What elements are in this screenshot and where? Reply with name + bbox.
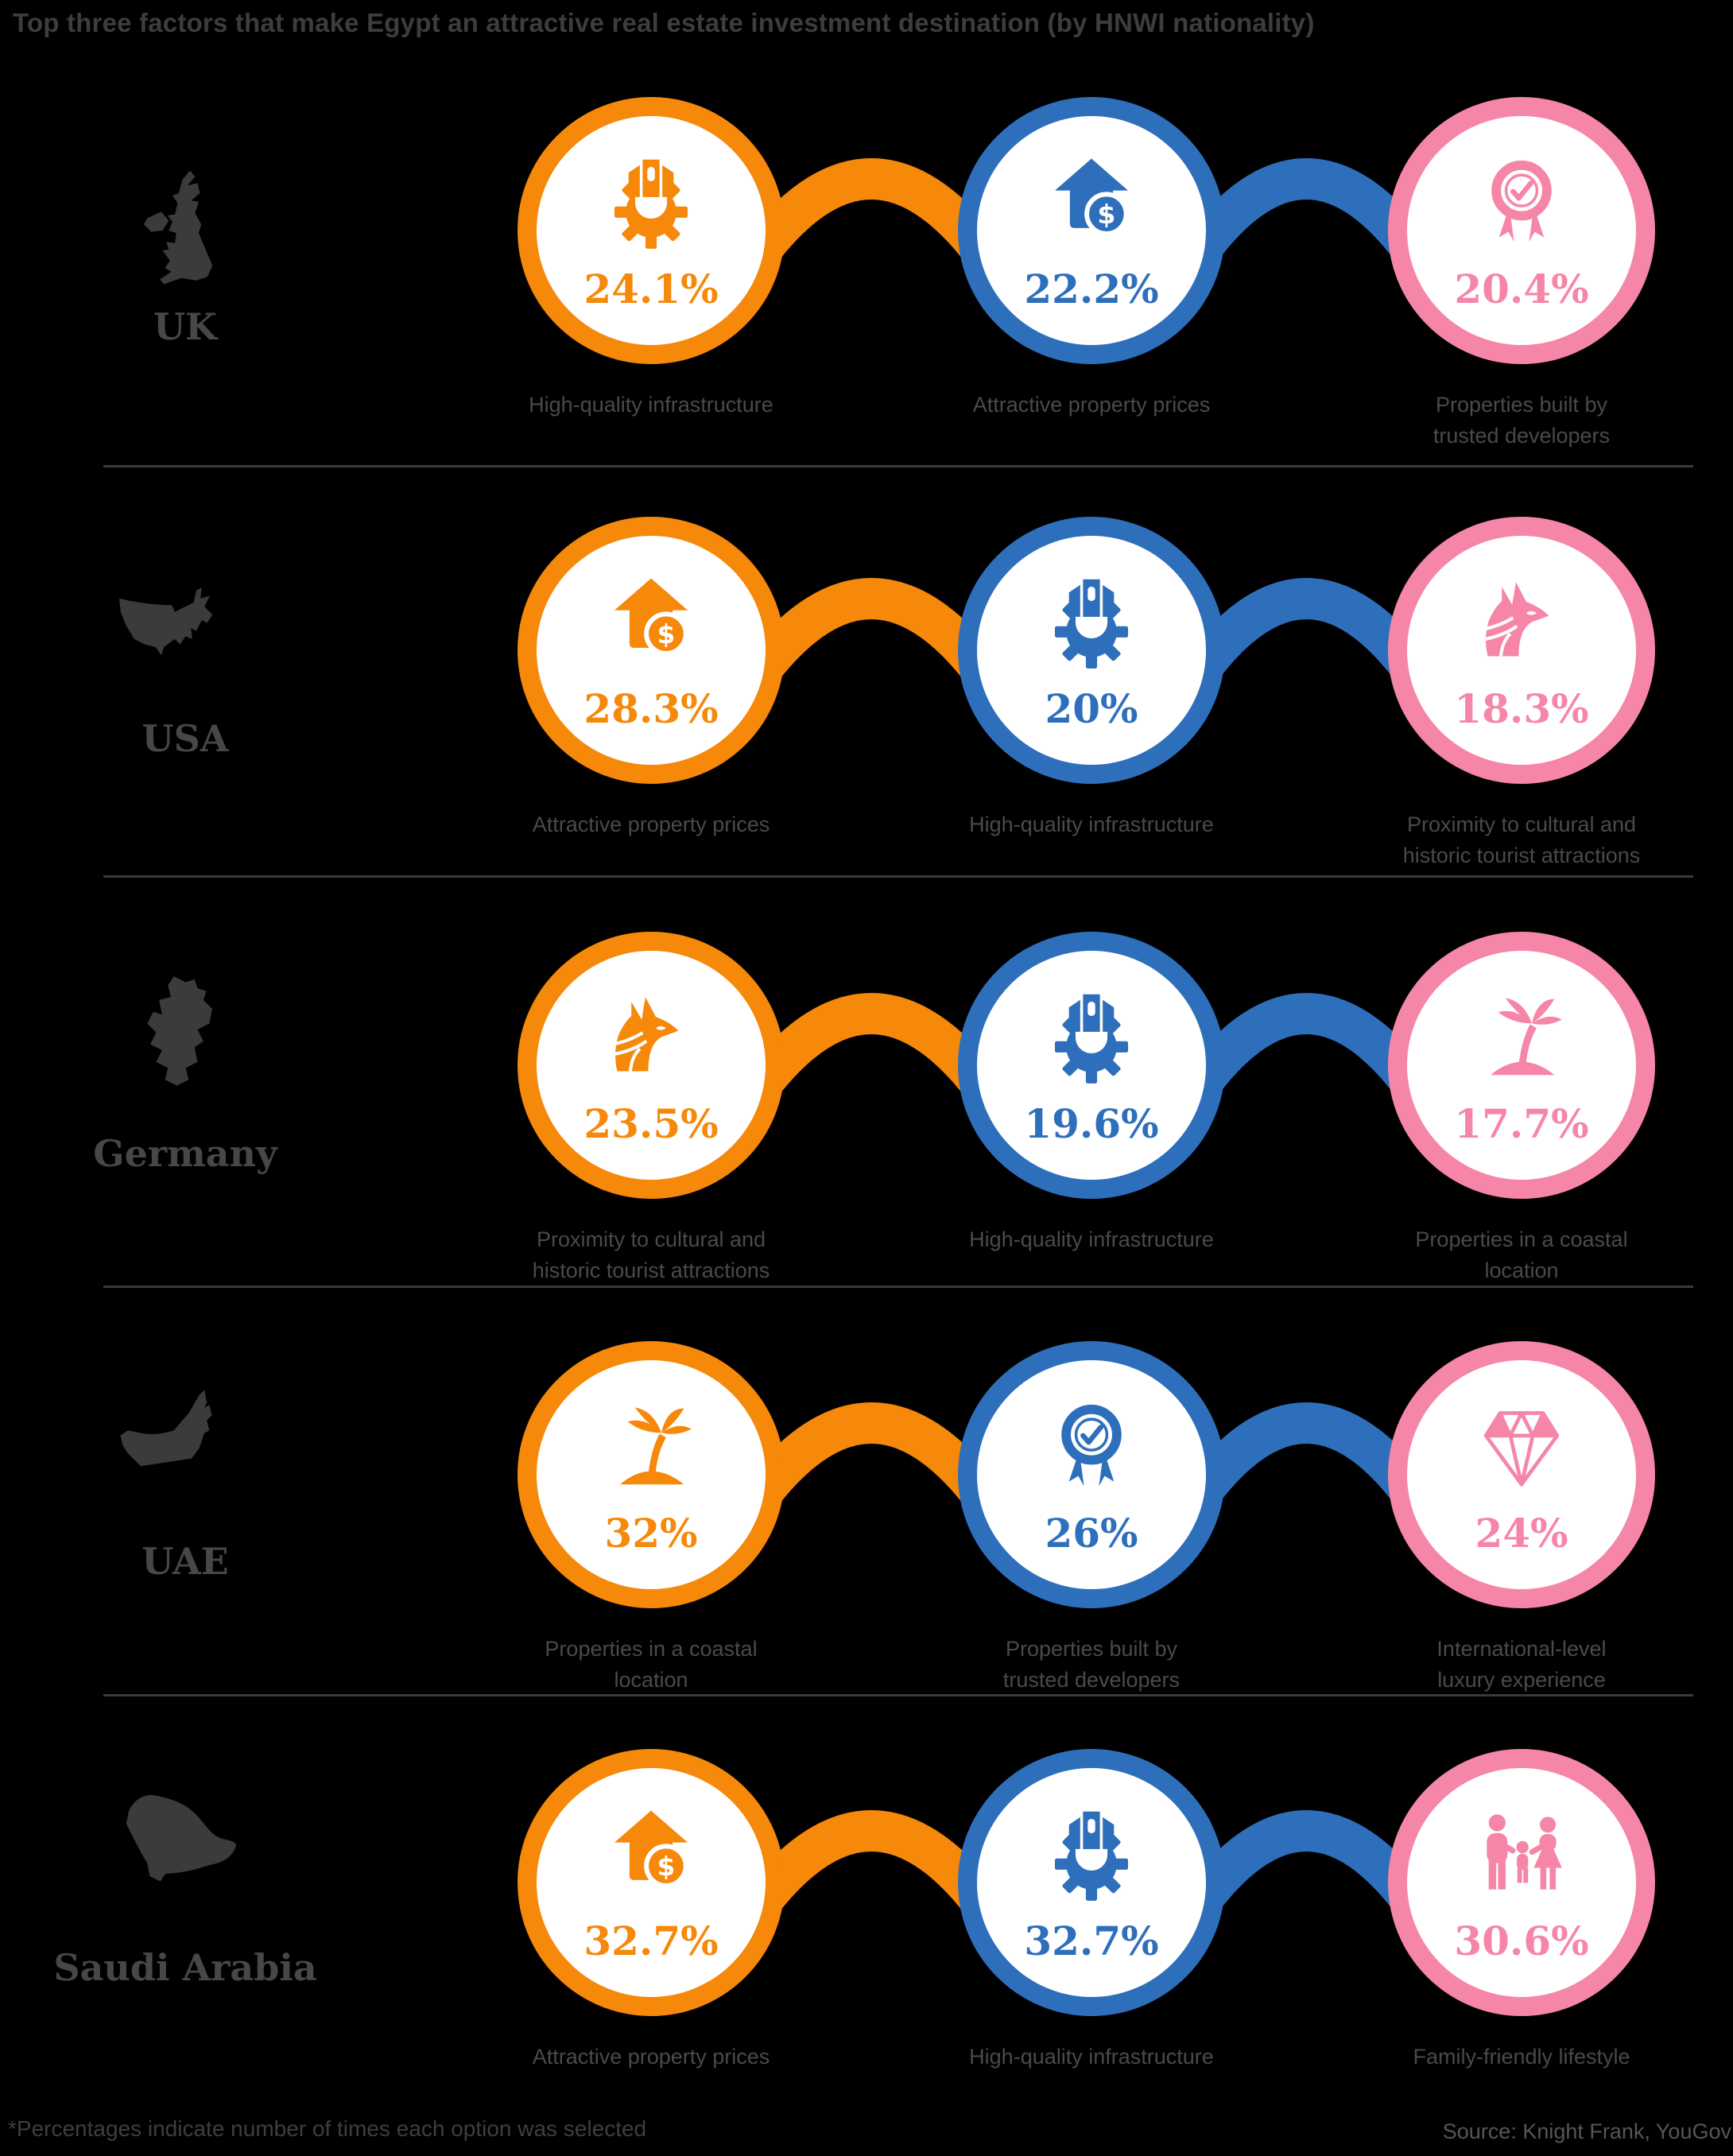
factor-caption: Family-friendly lifestyle <box>1413 2045 1630 2069</box>
factor-caption: International-level luxury experience <box>1436 1637 1607 1693</box>
factor-circle: 24% <box>1388 1341 1655 1608</box>
factor-percentage: 24.1% <box>583 266 719 312</box>
factor-caption: Properties built by trusted developers <box>1433 393 1611 448</box>
anubis-icon <box>1475 576 1568 669</box>
germany-map-icon <box>147 976 212 1086</box>
factor-caption: Attractive property prices <box>532 812 770 836</box>
factor-percentage: 24% <box>1475 1510 1568 1557</box>
uae-map-icon <box>120 1390 212 1467</box>
factor-node: 32.7% Attractive property prices <box>518 1749 785 2069</box>
factor-node: 28.3% Attractive property prices <box>518 517 785 836</box>
country-label: USA <box>142 717 229 760</box>
factor-circle: 20.4% <box>1388 97 1655 364</box>
country-label: UAE <box>142 1540 229 1583</box>
factor-circle: 32% <box>518 1341 785 1608</box>
uk-map-icon <box>143 170 213 285</box>
house-price-icon <box>1045 156 1138 250</box>
factor-node: 24.1% High-quality infrastructure <box>518 97 785 417</box>
factor-percentage: 20% <box>1045 685 1138 732</box>
factor-percentage: 23.5% <box>583 1100 719 1147</box>
factor-circle: 32.7% <box>958 1749 1225 2016</box>
factor-percentage: 20.4% <box>1454 266 1589 312</box>
infrastructure-icon <box>1045 991 1138 1084</box>
usa-map-icon <box>119 587 213 656</box>
factor-percentage: 30.6% <box>1454 1918 1589 1964</box>
factor-caption: High-quality infrastructure <box>969 812 1214 836</box>
factor-circle: 20% <box>958 517 1225 784</box>
country-row-usa: USA 28.3% Attractive property prices 20%… <box>0 517 1733 867</box>
factor-percentage: 17.7% <box>1454 1100 1589 1147</box>
factor-caption: Proximity to cultural and historic touri… <box>532 1227 770 1283</box>
factor-percentage: 28.3% <box>583 685 719 732</box>
factor-circle: 23.5% <box>518 932 785 1199</box>
medal-icon <box>1045 1400 1138 1494</box>
infrastructure-icon <box>604 156 698 250</box>
factor-node: 24% International-level luxury experienc… <box>1388 1341 1655 1692</box>
family-icon <box>1475 1808 1568 1902</box>
factor-node: 23.5% Proximity to cultural and historic… <box>518 932 785 1282</box>
factor-caption: Attractive property prices <box>532 2045 770 2069</box>
palm-tree-icon <box>604 1400 698 1494</box>
country-row-uk: UK 24.1% High-quality infrastructure 22.… <box>0 97 1733 448</box>
factor-caption: Properties in a coastal location <box>1415 1227 1628 1283</box>
factor-node: 32.7% High-quality infrastructure <box>958 1749 1225 2069</box>
factor-percentage: 19.6% <box>1024 1100 1159 1147</box>
infrastructure-icon <box>1045 1808 1138 1902</box>
row-divider <box>103 1285 1693 1288</box>
factor-percentage: 26% <box>1045 1510 1138 1557</box>
factor-caption: Attractive property prices <box>972 393 1211 417</box>
factor-percentage: 32.7% <box>1024 1918 1159 1964</box>
country-row-saudi-arabia: Saudi Arabia 32.7% Attractive property p… <box>0 1749 1733 2083</box>
country-row-germany: Germany 23.5% Proximity to cultural and … <box>0 932 1733 1282</box>
page-title: Top three factors that make Egypt an att… <box>13 8 1315 37</box>
factor-circle: 19.6% <box>958 932 1225 1199</box>
palm-tree-icon <box>1475 991 1568 1084</box>
factor-caption: High-quality infrastructure <box>969 1227 1214 1251</box>
house-price-icon <box>604 576 698 669</box>
factor-caption: Proximity to cultural and historic touri… <box>1402 812 1641 868</box>
factor-caption: Properties in a coastal location <box>545 1637 758 1693</box>
factor-circle: 28.3% <box>518 517 785 784</box>
factor-percentage: 32% <box>604 1510 698 1557</box>
factor-node: 18.3% Proximity to cultural and historic… <box>1388 517 1655 867</box>
factor-node: 20% High-quality infrastructure <box>958 517 1225 836</box>
footnote-text: *Percentages indicate number of times ea… <box>8 2116 647 2141</box>
factor-circle: 22.2% <box>958 97 1225 364</box>
source-text: Source: Knight Frank, YouGov <box>1442 2119 1731 2143</box>
factor-caption: High-quality infrastructure <box>969 2045 1214 2069</box>
factor-caption: Properties built by trusted developers <box>1002 1637 1181 1693</box>
factor-node: 30.6% Family-friendly lifestyle <box>1388 1749 1655 2069</box>
factor-percentage: 18.3% <box>1454 685 1589 732</box>
diamond-icon <box>1475 1400 1568 1494</box>
factor-circle: 26% <box>958 1341 1225 1608</box>
country-label: Germany <box>93 1132 277 1175</box>
factor-node: 19.6% High-quality infrastructure <box>958 932 1225 1251</box>
factor-node: 32% Properties in a coastal location <box>518 1341 785 1692</box>
country-label: UK <box>153 305 218 348</box>
country-row-uae: UAE 32% Properties in a coastal location… <box>0 1341 1733 1692</box>
factor-percentage: 22.2% <box>1024 266 1159 312</box>
factor-percentage: 32.7% <box>583 1918 719 1964</box>
row-divider <box>103 1694 1693 1696</box>
factor-circle: 17.7% <box>1388 932 1655 1199</box>
factor-caption: High-quality infrastructure <box>529 393 773 417</box>
house-price-icon <box>604 1808 698 1902</box>
anubis-icon <box>604 991 698 1084</box>
factor-circle: 30.6% <box>1388 1749 1655 2016</box>
factor-node: 26% Properties built by trusted develope… <box>958 1341 1225 1692</box>
row-divider <box>103 875 1693 878</box>
infrastructure-icon <box>1045 576 1138 669</box>
factor-node: 17.7% Properties in a coastal location <box>1388 932 1655 1282</box>
factor-circle: 24.1% <box>518 97 785 364</box>
country-label: Saudi Arabia <box>53 1946 317 1989</box>
row-divider <box>103 465 1693 467</box>
factor-node: 22.2% Attractive property prices <box>958 97 1225 417</box>
medal-icon <box>1475 156 1568 250</box>
factor-circle: 32.7% <box>518 1749 785 2016</box>
factor-node: 20.4% Properties built by trusted develo… <box>1388 97 1655 448</box>
saudi-arabia-map-icon <box>126 1794 237 1882</box>
factor-circle: 18.3% <box>1388 517 1655 784</box>
